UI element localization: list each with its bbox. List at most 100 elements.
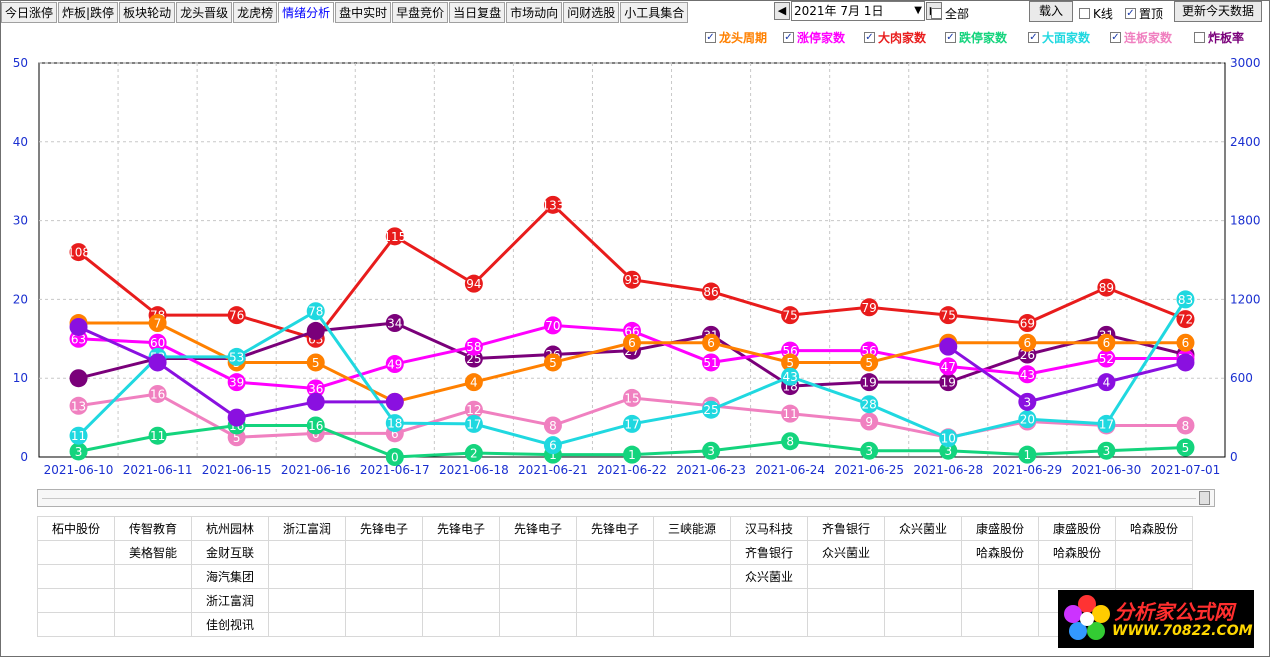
table-cell[interactable] (37, 588, 115, 613)
chevron-left-icon[interactable]: ◀ (774, 2, 790, 20)
table-cell[interactable] (37, 564, 115, 589)
table-cell[interactable] (576, 588, 654, 613)
table-cell[interactable]: 柘中股份 (37, 516, 115, 541)
table-cell[interactable] (345, 612, 423, 637)
table-cell[interactable] (653, 564, 731, 589)
table-cell[interactable]: 哈森股份 (1115, 516, 1193, 541)
table-cell[interactable] (345, 540, 423, 565)
table-cell[interactable] (422, 612, 500, 637)
table-cell[interactable] (1038, 564, 1116, 589)
legend-checkbox[interactable]: ✓ (945, 31, 956, 43)
table-cell[interactable] (653, 612, 731, 637)
table-cell[interactable]: 康盛股份 (961, 516, 1039, 541)
legend-checkbox[interactable]: ✓ (705, 31, 716, 43)
table-cell[interactable] (576, 612, 654, 637)
table-cell[interactable]: 康盛股份 (1038, 516, 1116, 541)
tab-2[interactable]: 板块轮动 (119, 2, 176, 23)
tab-1[interactable]: 炸板|跌停 (58, 2, 119, 23)
legend-item-6[interactable]: 炸板率 (1194, 29, 1244, 45)
table-cell[interactable] (268, 564, 346, 589)
table-cell[interactable] (884, 540, 962, 565)
legend-checkbox[interactable]: ✓ (864, 31, 875, 43)
table-cell[interactable] (422, 588, 500, 613)
tab-5[interactable]: 情绪分析 (278, 2, 335, 23)
table-cell[interactable]: 众兴菌业 (807, 540, 885, 565)
chevron-down-icon[interactable]: ▼ (914, 5, 922, 16)
kline-check-box[interactable] (1079, 8, 1090, 19)
table-cell[interactable] (345, 564, 423, 589)
tab-6[interactable]: 盘中实时 (335, 2, 392, 23)
table-cell[interactable] (884, 612, 962, 637)
table-cell[interactable]: 杭州园林 (191, 516, 269, 541)
tab-8[interactable]: 当日复盘 (449, 2, 506, 23)
table-cell[interactable] (114, 588, 192, 613)
table-cell[interactable]: 哈森股份 (1038, 540, 1116, 565)
table-cell[interactable] (1115, 540, 1193, 565)
table-cell[interactable] (730, 588, 808, 613)
table-cell[interactable] (268, 612, 346, 637)
table-cell[interactable]: 传智教育 (114, 516, 192, 541)
legend-item-2[interactable]: ✓ 大肉家数 (864, 29, 926, 45)
table-cell[interactable]: 海汽集团 (191, 564, 269, 589)
table-cell[interactable] (730, 612, 808, 637)
table-cell[interactable] (884, 564, 962, 589)
legend-item-4[interactable]: ✓ 大面家数 (1028, 29, 1090, 45)
table-cell[interactable]: 众兴菌业 (884, 516, 962, 541)
table-cell[interactable] (576, 540, 654, 565)
table-cell[interactable] (807, 564, 885, 589)
table-cell[interactable] (268, 540, 346, 565)
tab-10[interactable]: 问财选股 (563, 2, 620, 23)
table-cell[interactable] (268, 588, 346, 613)
tab-7[interactable]: 早盘竞价 (392, 2, 449, 23)
table-cell[interactable]: 先锋电子 (576, 516, 654, 541)
tab-0[interactable]: 今日涨停 (1, 2, 58, 23)
table-cell[interactable] (114, 564, 192, 589)
table-cell[interactable] (1115, 564, 1193, 589)
table-cell[interactable]: 三峡能源 (653, 516, 731, 541)
legend-item-3[interactable]: ✓ 跌停家数 (945, 29, 1007, 45)
table-cell[interactable]: 齐鲁银行 (730, 540, 808, 565)
legend-item-1[interactable]: ✓ 涨停家数 (783, 29, 845, 45)
update-today-button[interactable]: 更新今天数据 (1174, 1, 1262, 22)
legend-item-5[interactable]: ✓ 连板家数 (1110, 29, 1172, 45)
kline-checkbox[interactable]: K线 (1079, 5, 1113, 22)
legend-checkbox[interactable] (1194, 31, 1205, 43)
legend-item-0[interactable]: ✓ 龙头周期 (705, 29, 767, 45)
scroll-thumb[interactable] (1199, 491, 1210, 505)
table-cell[interactable] (961, 612, 1039, 637)
table-cell[interactable]: 先锋电子 (499, 516, 577, 541)
table-cell[interactable] (422, 540, 500, 565)
table-cell[interactable] (653, 540, 731, 565)
table-cell[interactable]: 先锋电子 (422, 516, 500, 541)
table-cell[interactable]: 哈森股份 (961, 540, 1039, 565)
table-cell[interactable] (114, 612, 192, 637)
table-cell[interactable] (576, 564, 654, 589)
table-cell[interactable]: 先锋电子 (345, 516, 423, 541)
top-check-box[interactable]: ✓ (1125, 8, 1136, 19)
table-cell[interactable] (653, 588, 731, 613)
legend-checkbox[interactable]: ✓ (1028, 31, 1039, 43)
all-checkbox[interactable]: 全部 (931, 5, 969, 22)
horizontal-scrollbar[interactable] (37, 489, 1215, 507)
table-cell[interactable] (499, 588, 577, 613)
table-cell[interactable]: 金财互联 (191, 540, 269, 565)
legend-checkbox[interactable]: ✓ (783, 31, 794, 43)
table-cell[interactable] (961, 588, 1039, 613)
table-cell[interactable] (37, 612, 115, 637)
table-cell[interactable] (499, 540, 577, 565)
table-cell[interactable] (422, 564, 500, 589)
table-cell[interactable] (499, 564, 577, 589)
table-cell[interactable]: 众兴菌业 (730, 564, 808, 589)
top-checkbox[interactable]: ✓ 置顶 (1125, 5, 1163, 22)
load-button[interactable]: 载入 (1029, 1, 1073, 22)
tab-4[interactable]: 龙虎榜 (233, 2, 278, 23)
table-cell[interactable] (499, 612, 577, 637)
tab-11[interactable]: 小工具集合 (620, 2, 689, 23)
table-cell[interactable] (807, 612, 885, 637)
table-cell[interactable]: 齐鲁银行 (807, 516, 885, 541)
table-cell[interactable]: 浙江富润 (268, 516, 346, 541)
tab-9[interactable]: 市场动向 (506, 2, 563, 23)
legend-checkbox[interactable]: ✓ (1110, 31, 1121, 43)
table-cell[interactable] (961, 564, 1039, 589)
table-cell[interactable]: 美格智能 (114, 540, 192, 565)
